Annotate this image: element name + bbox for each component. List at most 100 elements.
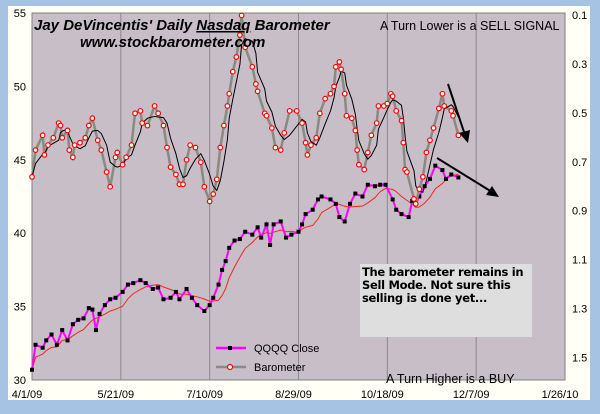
barometer-point <box>98 147 105 153</box>
legend-barometer-label: Barometer <box>254 362 306 374</box>
qqqq-point <box>319 194 324 199</box>
barometer-point <box>45 142 51 149</box>
barometer-point <box>29 174 35 180</box>
barometer-point <box>114 149 121 156</box>
qqqq-point <box>30 367 34 372</box>
barometer-point <box>249 63 256 70</box>
chart-subtitle: www.stockbarometer.com <box>80 34 265 51</box>
qqqq-point <box>161 297 166 302</box>
qqqq-point <box>202 309 207 314</box>
barometer-point <box>164 144 170 151</box>
qqqq-point <box>443 176 448 181</box>
x-tick-label: 8/29/09 <box>275 389 312 401</box>
y-right-tick-label: 1.5 <box>572 353 587 365</box>
qqqq-point <box>300 222 305 227</box>
down-arrow-1 <box>447 83 470 143</box>
barometer-point <box>373 120 380 126</box>
qqqq-point <box>255 225 260 230</box>
barometer-point <box>57 122 64 129</box>
qqqq-point <box>333 201 338 206</box>
qqqq-point <box>220 267 225 272</box>
barometer-point <box>423 149 430 156</box>
barometer-point <box>201 183 208 190</box>
qqqq-point <box>125 282 130 287</box>
barometer-point <box>224 103 231 109</box>
qqqq-point <box>348 201 353 206</box>
barometer-point <box>327 90 334 97</box>
barometer-point <box>236 32 243 38</box>
barometer-point <box>183 156 190 163</box>
barometer-point <box>393 107 400 114</box>
qqqq-point <box>143 281 148 286</box>
y-right-tick-label: 0.1 <box>572 10 587 22</box>
barometer-point <box>82 134 89 141</box>
barometer-point <box>332 63 339 70</box>
barometer-point <box>238 12 245 19</box>
barometer-point <box>354 147 361 153</box>
qqqq-point <box>49 332 54 337</box>
barometer-point <box>448 107 455 114</box>
qqqq-point <box>417 194 422 199</box>
qqqq-point <box>195 303 200 308</box>
barometer-point <box>389 93 396 100</box>
sell-signal-annotation: A Turn Lower is a SELL SIGNAL <box>380 19 560 33</box>
barometer-point <box>435 105 442 112</box>
barometer-point <box>233 54 240 60</box>
qqqq-point <box>150 286 155 291</box>
qqqq-point <box>189 295 194 300</box>
qqqq-point <box>54 342 59 347</box>
x-tick-label: 4/1/09 <box>12 389 43 401</box>
barometer-point <box>331 83 337 90</box>
qqqq-point <box>44 338 49 343</box>
qqqq-point <box>268 242 273 247</box>
barometer-point <box>263 112 270 119</box>
qqqq-point <box>90 307 95 312</box>
qqqq-point <box>449 172 454 177</box>
barometer-point <box>450 112 456 119</box>
x-tick-label: 12/7/09 <box>453 389 490 401</box>
qqqq-point <box>113 295 118 300</box>
y-left-tick-label: 50 <box>14 81 26 93</box>
barometer-point <box>268 125 275 131</box>
barometer-point <box>128 142 135 149</box>
qqqq-point <box>284 235 289 240</box>
qqqq-point <box>406 215 411 220</box>
barometer-point <box>400 139 407 146</box>
qqqq-point <box>250 232 255 237</box>
barometer-point <box>103 169 110 175</box>
barometer-point <box>242 44 249 51</box>
qqqq-point <box>278 219 283 224</box>
buy-signal-annotation: A Turn Higher is a BUY <box>386 372 515 386</box>
barometer-point <box>398 117 405 124</box>
y-left-tick-label: 30 <box>14 375 26 387</box>
qqqq-point <box>108 297 113 302</box>
barometer-point <box>341 90 348 97</box>
barometer-point <box>220 122 227 129</box>
qqqq-point <box>303 212 308 217</box>
qqqq-point <box>131 281 136 286</box>
barometer-point <box>132 110 138 117</box>
qqqq-point <box>456 175 461 180</box>
barometer-point <box>439 90 446 97</box>
qqqq-point <box>60 328 65 333</box>
barometer-point <box>293 107 300 114</box>
barometer-point <box>217 144 224 151</box>
qqqq-point <box>271 222 276 227</box>
qqqq-point <box>168 295 173 300</box>
barometer-point <box>173 171 179 178</box>
legend: QQQQ Close Barometer <box>216 343 319 374</box>
barometer-point <box>281 129 288 136</box>
legend-barometer-marker <box>226 363 234 371</box>
barometer-point <box>375 103 382 109</box>
legend-qqqq-label: QQQQ Close <box>254 343 319 355</box>
barometer-point <box>119 161 126 168</box>
qqqq-point <box>76 317 81 322</box>
barometer-point <box>210 191 217 197</box>
barometer-point <box>302 139 309 146</box>
barometer-point <box>338 66 345 73</box>
note-textbox: The barometer remains in Sell Mode. Not … <box>360 264 532 337</box>
qqqq-point <box>177 297 182 302</box>
barometer-point <box>352 127 359 134</box>
barometer-point <box>304 152 311 158</box>
